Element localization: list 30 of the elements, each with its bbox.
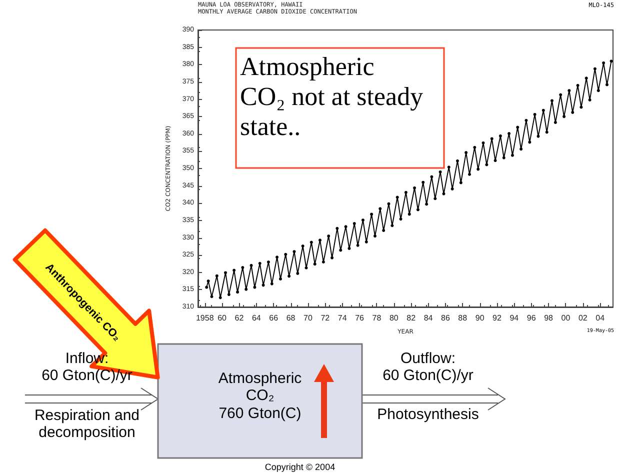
x-tick-label: 02 (578, 314, 588, 322)
x-tick-label: 70 (304, 314, 313, 322)
x-tick-label: 92 (492, 314, 502, 322)
annotation: Atmospheric CO₂ not at steady state.. (240, 52, 424, 142)
x-tick-label: 88 (458, 314, 468, 322)
x-tick-label: 94 (510, 314, 520, 322)
x-tick-label: 76 (355, 314, 365, 322)
x-tick-label: 04 (596, 314, 606, 322)
x-tick-label: 78 (372, 314, 382, 322)
x-tick-label: 00 (561, 314, 571, 322)
x-tick-label: 64 (252, 314, 262, 322)
x-tick-label: 90 (475, 314, 485, 322)
x-tick-label: 84 (424, 314, 434, 322)
x-tick-label: 66 (269, 314, 279, 322)
x-tick-label: 68 (286, 314, 296, 322)
x-tick-label: 82 (406, 314, 416, 322)
x-tick-label: 96 (526, 314, 536, 322)
text: Atmospheric CO₂ 760 Gton(C) (217, 370, 303, 422)
x-tick-label: 98 (544, 314, 554, 322)
text: Outflow: 60 Gton(C)/yr (382, 350, 474, 384)
x-tick-label: 1958 (196, 314, 214, 322)
x-tick-label: 80 (389, 314, 399, 322)
text: Photosynthesis (376, 406, 480, 424)
x-tick-label: 62 (234, 314, 244, 322)
text: Respiration and decomposition (33, 407, 141, 442)
x-tick-label: 74 (338, 314, 348, 322)
x-tick-label: 86 (441, 314, 450, 322)
x-tick-label: 60 (218, 314, 228, 322)
x-tick-label: 72 (320, 314, 330, 322)
text: Copyright © 2004 (264, 462, 336, 472)
